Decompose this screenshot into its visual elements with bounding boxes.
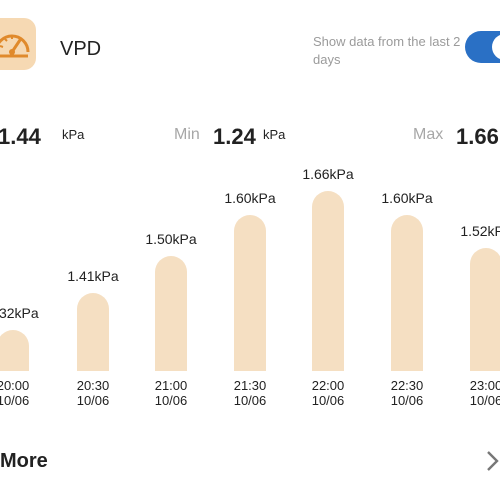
max-label: Max <box>413 126 444 143</box>
x-tick-label: 20:00 10/06 <box>0 378 30 408</box>
bar-21:00 <box>155 256 187 371</box>
x-tick-label: 21:30 10/06 <box>233 378 267 408</box>
toggle-label: Show data from the last 2 days <box>313 34 461 67</box>
bar-21:30 <box>234 215 266 371</box>
x-tick-label: 22:30 10/06 <box>390 378 424 408</box>
bar-23:00 <box>470 248 500 371</box>
bar-value-label: 1.66kPa <box>302 165 354 182</box>
min-value: 1.24 <box>213 124 256 149</box>
bar-22:30 <box>391 215 423 371</box>
bar-value-label: 1.52kPa <box>460 223 500 239</box>
x-tick-label: 22:00 10/06 <box>311 378 345 408</box>
chevron-right-icon[interactable] <box>485 449 500 473</box>
min-unit: kPa <box>263 127 286 142</box>
bar-value-label: 1.60kPa <box>224 190 276 207</box>
page-title: VPD <box>60 38 102 60</box>
x-tick-label: 21:00 10/06 <box>154 378 188 408</box>
bar-20:00 <box>0 330 29 371</box>
max-value: 1.66 <box>456 124 499 149</box>
bar-20:30 <box>77 293 109 371</box>
more-link[interactable]: More <box>0 450 48 472</box>
two-day-toggle[interactable] <box>465 31 500 63</box>
min-label: Min <box>174 126 200 143</box>
x-tick-label: 20:30 10/06 <box>76 378 110 408</box>
bar-22:00 <box>312 190 344 371</box>
x-tick-label: 23:00 10/06 <box>469 378 500 408</box>
toggle-knob <box>492 34 500 60</box>
current-value: 1.44 <box>0 124 41 149</box>
bar-value-label: 1.41kPa <box>67 268 119 285</box>
bar-value-label: 1.50kPa <box>145 231 197 248</box>
current-unit: kPa <box>62 127 85 142</box>
bar-value-label: 1.60kPa <box>381 190 433 207</box>
bar-value-label: 1.32kPa <box>0 305 39 321</box>
gauge-icon <box>0 18 36 70</box>
